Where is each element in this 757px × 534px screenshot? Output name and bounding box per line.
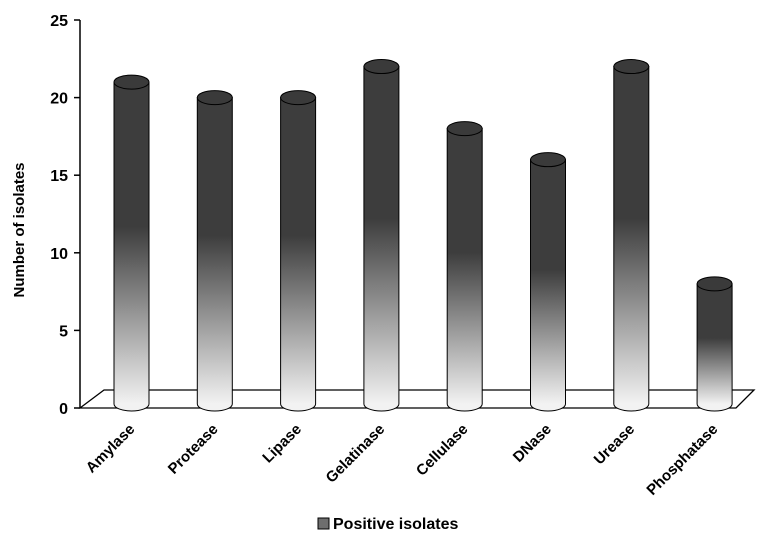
x-tick-label: DNase xyxy=(510,421,555,466)
bar-lipase xyxy=(280,90,317,412)
bar-cellulase xyxy=(446,121,483,412)
y-tick-label: 5 xyxy=(59,323,68,340)
bar-body xyxy=(530,159,566,412)
y-axis: 0 5 10 15 20 25 xyxy=(50,13,81,418)
legend-label: Positive isolates xyxy=(333,516,458,533)
bar-body xyxy=(363,66,400,412)
x-tick-label: Protease xyxy=(165,421,222,478)
bar-top xyxy=(446,121,483,137)
bar-gelatinase xyxy=(363,59,400,412)
bar-body xyxy=(280,97,317,412)
bar-top xyxy=(363,59,400,75)
bar-phosphatase xyxy=(696,276,733,412)
bar-body xyxy=(613,66,650,412)
y-tick-label: 10 xyxy=(50,246,68,263)
y-tick-label: 0 xyxy=(59,401,68,418)
bar-body xyxy=(113,81,150,412)
bar-dnase xyxy=(530,152,566,412)
chart-floor xyxy=(78,389,756,409)
legend: Positive isolates xyxy=(317,516,458,533)
x-tick-label: Amylase xyxy=(83,421,139,477)
y-axis-title: Number of isolates xyxy=(11,162,28,297)
x-axis-labels: Amylase Protease Lipase Gelatinase Cellulase… xyxy=(83,421,722,499)
bar-top xyxy=(613,59,650,75)
bar-top xyxy=(113,74,150,90)
bar-urease xyxy=(613,59,650,412)
bar-protease xyxy=(196,90,233,412)
bar-top xyxy=(196,90,233,106)
bar-series xyxy=(113,59,733,412)
x-tick-label: Phosphatase xyxy=(643,421,721,499)
x-tick-label: Cellulase xyxy=(413,421,472,480)
bar-body xyxy=(696,283,733,412)
x-tick-label: Lipase xyxy=(259,421,305,467)
x-tick-label: Urease xyxy=(591,421,638,468)
bar-top xyxy=(280,90,317,106)
bar-top xyxy=(696,276,733,292)
y-tick-label: 15 xyxy=(50,168,68,185)
bar-body xyxy=(446,128,483,412)
bar-top xyxy=(530,152,566,168)
y-tick-label: 20 xyxy=(50,91,68,108)
bar-body xyxy=(196,97,233,412)
legend-swatch xyxy=(317,517,330,530)
y-tick-label: 25 xyxy=(50,13,68,30)
x-tick-label: Gelatinase xyxy=(323,421,389,487)
bar-amylase xyxy=(113,74,150,412)
floor-plane xyxy=(78,389,756,409)
